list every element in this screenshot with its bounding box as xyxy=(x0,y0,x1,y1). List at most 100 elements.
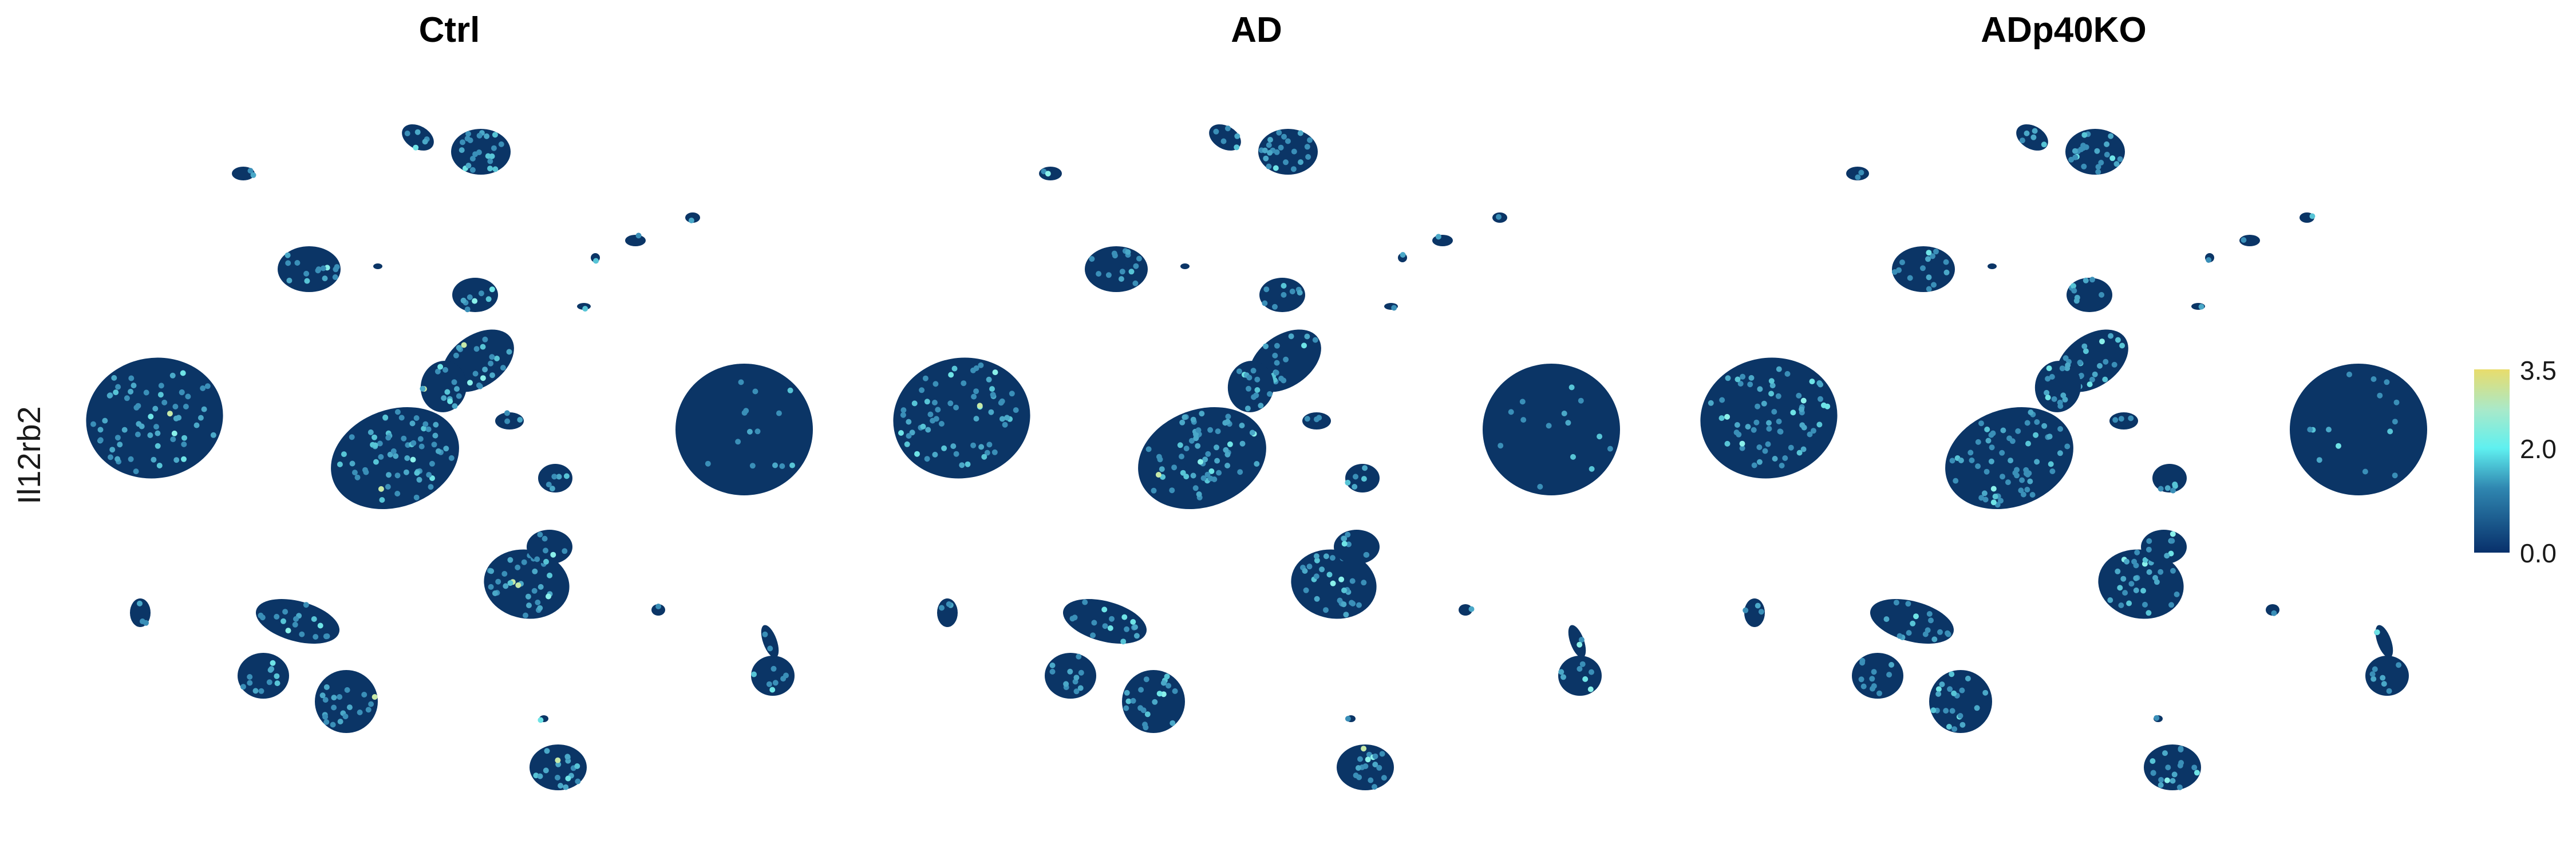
umap-point xyxy=(1818,396,1823,402)
umap-point xyxy=(266,679,272,685)
umap-point xyxy=(2158,486,2164,492)
umap-point xyxy=(1224,463,1231,468)
umap-point xyxy=(491,145,497,151)
umap-point xyxy=(1376,765,1382,771)
umap-point xyxy=(1800,397,1807,404)
umap-point xyxy=(115,384,121,390)
umap-point xyxy=(1930,253,1935,259)
umap-cluster xyxy=(1483,364,1620,495)
umap-point xyxy=(2178,760,2184,766)
umap-point xyxy=(988,409,994,415)
umap-point xyxy=(1356,602,1362,608)
umap-point xyxy=(1234,144,1240,151)
umap-point xyxy=(489,372,495,379)
umap-point xyxy=(1041,168,1047,175)
umap-point xyxy=(1345,531,1351,538)
umap-point xyxy=(447,398,453,404)
umap-point xyxy=(1274,342,1280,349)
umap-point xyxy=(959,462,965,468)
umap-point xyxy=(1925,256,1931,262)
umap-point xyxy=(331,695,337,701)
umap-point xyxy=(1319,566,1325,573)
umap-point xyxy=(1368,777,1374,783)
umap-point xyxy=(919,387,925,393)
umap-point xyxy=(1090,632,1096,639)
umap-point xyxy=(2146,569,2152,575)
umap-point xyxy=(1733,430,1740,436)
umap-cluster xyxy=(1846,167,1869,180)
umap-point xyxy=(1992,494,1998,499)
umap-point xyxy=(121,427,128,433)
umap-point xyxy=(136,421,142,427)
umap-point xyxy=(434,368,441,375)
umap-point xyxy=(2118,602,2124,608)
umap-point xyxy=(1519,399,1526,405)
umap-point xyxy=(176,415,182,421)
umap-point xyxy=(1267,391,1273,397)
umap-point xyxy=(418,443,425,450)
umap-point xyxy=(1281,283,1287,289)
umap-point xyxy=(1254,387,1261,393)
umap-point xyxy=(1138,687,1144,693)
umap-point xyxy=(473,346,480,352)
umap-point xyxy=(133,468,139,475)
umap-point xyxy=(2396,662,2402,668)
umap-cluster xyxy=(255,599,340,644)
umap-point xyxy=(2140,588,2146,594)
umap-point xyxy=(1190,416,1196,423)
umap-point xyxy=(97,437,104,443)
umap-point xyxy=(2023,470,2029,476)
umap-point xyxy=(1304,333,1310,340)
umap-point xyxy=(416,476,422,483)
umap-point xyxy=(538,584,544,590)
umap-point xyxy=(401,435,407,442)
umap-point xyxy=(2099,338,2105,345)
panel-title-ctrl: Ctrl xyxy=(419,10,480,50)
umap-point xyxy=(362,467,368,473)
umap-point xyxy=(1207,475,1214,482)
umap-point xyxy=(1751,427,1757,433)
umap-point xyxy=(2170,531,2176,537)
umap-point xyxy=(1341,535,1348,542)
umap-point xyxy=(2097,362,2103,369)
umap-point xyxy=(751,671,757,677)
umap-point xyxy=(1982,689,1989,696)
umap-point xyxy=(1570,454,1576,460)
umap-point xyxy=(1307,137,1313,143)
umap-point xyxy=(2119,342,2125,349)
umap-point xyxy=(1288,333,1294,340)
umap-point xyxy=(532,568,538,574)
umap-point xyxy=(286,277,293,283)
umap-point xyxy=(1223,447,1229,453)
umap-point xyxy=(414,470,420,476)
umap-point xyxy=(494,356,500,361)
umap-point xyxy=(1323,607,1329,613)
umap-point xyxy=(2164,485,2171,491)
umap-points-ad xyxy=(893,124,1620,790)
umap-point xyxy=(986,442,993,448)
umap-point xyxy=(1155,472,1161,478)
umap-point xyxy=(1128,269,1135,275)
umap-point xyxy=(152,405,159,412)
umap-point xyxy=(1109,616,1115,622)
umap-point xyxy=(1582,676,1589,682)
umap-point xyxy=(1985,438,1992,444)
umap-point xyxy=(762,631,768,637)
umap-point xyxy=(1283,356,1289,362)
umap-point xyxy=(1355,765,1361,771)
umap-point xyxy=(1274,360,1280,366)
umap-point xyxy=(978,444,985,450)
umap-point xyxy=(1244,405,1251,412)
umap-point xyxy=(420,385,426,392)
umap-point xyxy=(542,535,548,542)
umap-point xyxy=(1537,483,1543,490)
colorbar-tick-max: 3.5 xyxy=(2520,356,2557,385)
umap-point xyxy=(1782,455,1788,461)
umap-point xyxy=(2057,450,2063,456)
umap-point xyxy=(564,754,571,760)
umap-point xyxy=(1301,342,1307,349)
umap-cluster xyxy=(2144,744,2201,790)
umap-point xyxy=(1357,756,1363,762)
umap-point xyxy=(185,393,191,400)
umap-point xyxy=(2178,746,2184,752)
